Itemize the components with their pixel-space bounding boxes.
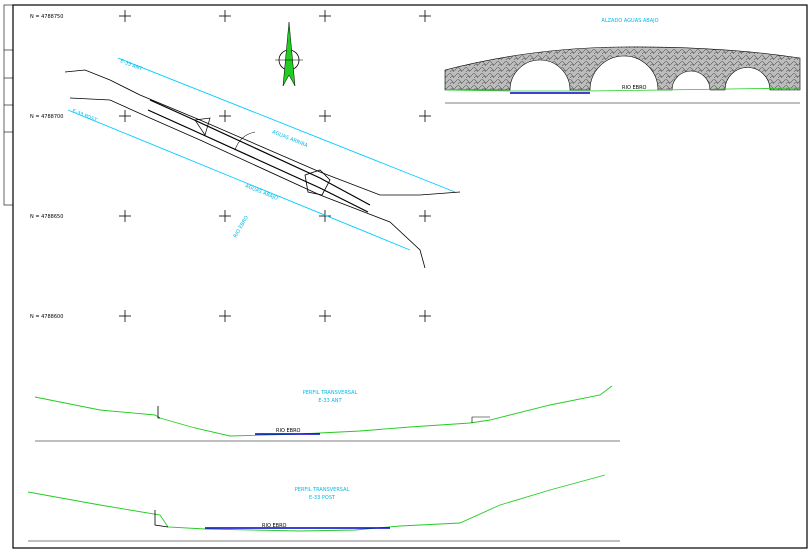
water-label: RIO EBRO <box>622 85 647 91</box>
profile-title: PERFIL TRANSVERSAL <box>295 487 350 493</box>
profile-subtitle: E-33 POST <box>309 495 336 501</box>
elevation-title: ALZADO AGUAS ABAJO <box>601 18 658 24</box>
bridge-elevation <box>444 46 801 104</box>
profile-1 <box>34 385 620 442</box>
grid-label: N = 4788750 <box>30 14 63 20</box>
profile-subtitle: E-33 ANT <box>318 398 342 404</box>
profile-2 <box>27 474 620 542</box>
grid-label: N = 4788650 <box>30 214 63 220</box>
profile-title: PERFIL TRANSVERSAL <box>303 390 358 396</box>
grid-labels: N = 4788750 N = 4788700 N = 4788650 N = … <box>30 14 63 320</box>
grid-label: N = 4788700 <box>30 114 63 120</box>
grid-crosses <box>119 10 431 322</box>
north-arrow <box>275 21 303 87</box>
title-strip <box>3 4 14 206</box>
water-label: RIO EBRO <box>262 523 287 529</box>
water-label: RIO EBRO <box>276 428 301 434</box>
plan-view <box>64 57 461 269</box>
frame <box>12 4 808 549</box>
grid-label: N = 4788600 <box>30 314 63 320</box>
